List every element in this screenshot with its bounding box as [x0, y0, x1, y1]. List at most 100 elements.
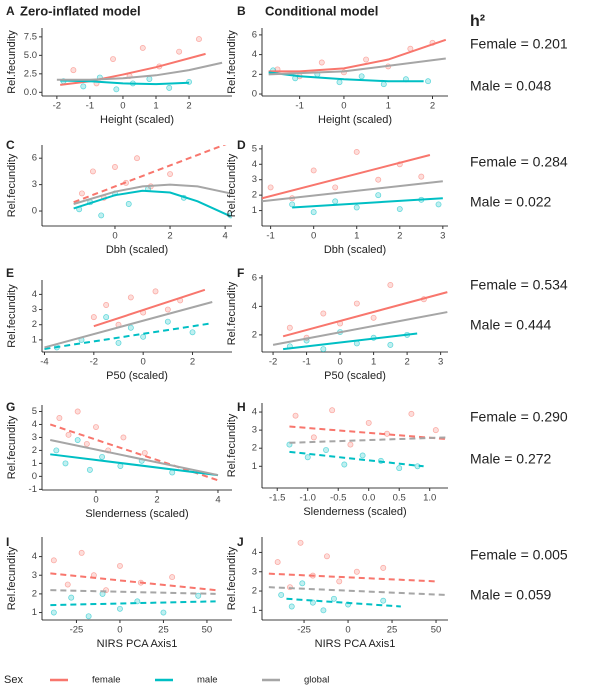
point — [196, 36, 202, 43]
panel-label: D — [237, 138, 246, 152]
y-axis-label: Rel.fecundity — [6, 415, 18, 479]
point — [53, 447, 60, 454]
plot-area — [73, 145, 232, 219]
point — [380, 597, 387, 604]
y-axis-label: Rel.fecundity — [6, 30, 18, 94]
x-tick-label: 2 — [167, 231, 172, 242]
x-tick-label: 3 — [440, 231, 445, 242]
legend-label: female — [92, 675, 121, 686]
fit-line — [292, 197, 443, 209]
x-tick-label: -25 — [297, 625, 311, 636]
panel-label: H — [237, 400, 246, 414]
y-tick-label: 2 — [32, 445, 37, 456]
panel-title: Zero-inflated model — [20, 3, 141, 18]
point — [310, 434, 317, 441]
y-tick-label: 0 — [32, 206, 37, 217]
x-tick-label: 50 — [202, 625, 213, 636]
point — [387, 282, 394, 288]
y-tick-label: -1 — [29, 484, 37, 495]
panel-label: J — [237, 535, 244, 549]
panel-label: F — [237, 266, 244, 280]
fit-line — [262, 154, 431, 200]
point — [115, 339, 122, 346]
point — [127, 324, 134, 331]
point — [50, 609, 57, 616]
point — [418, 173, 425, 180]
y-axis-label: Rel.fecundity — [6, 546, 18, 610]
fit-line — [60, 79, 190, 86]
point — [332, 198, 339, 205]
plot-area — [286, 407, 448, 472]
point — [365, 419, 372, 426]
y-tick-label: 4 — [252, 547, 257, 558]
x-tick-label: 3 — [438, 357, 443, 368]
point — [112, 164, 118, 170]
point — [166, 84, 173, 91]
point — [370, 314, 377, 321]
point — [113, 86, 120, 93]
point — [78, 190, 85, 197]
x-tick-label: -25 — [70, 625, 84, 636]
point — [89, 168, 96, 175]
heritability: Male = 0.022 — [470, 194, 552, 210]
fit-line — [93, 288, 206, 328]
x-tick-label: 0 — [117, 625, 122, 636]
x-axis-label: P50 (scaled) — [324, 370, 386, 382]
y-axis-label: Rel.fecundity — [6, 284, 18, 348]
fit-line — [50, 589, 216, 595]
legend-title: Sex — [4, 674, 23, 686]
legend-label: global — [304, 675, 329, 686]
y-tick-label: 2 — [252, 190, 257, 201]
point — [160, 609, 167, 616]
x-tick-label: -2 — [53, 101, 61, 112]
y-tick-label: 2 — [252, 586, 257, 597]
x-axis-label: Slenderness (scaled) — [85, 508, 188, 520]
y-tick-label: 1 — [32, 334, 37, 345]
x-axis-label: NIRS PCA Axis1 — [97, 638, 178, 650]
fit-line — [50, 439, 219, 477]
point — [267, 184, 274, 191]
point — [164, 318, 171, 325]
y-axis-label: Rel.fecundity — [6, 153, 18, 217]
point — [93, 424, 99, 431]
point — [353, 204, 360, 211]
point — [320, 310, 327, 317]
y-axis-label: Rel.fecundity — [226, 153, 238, 217]
plot-area — [44, 288, 213, 351]
point — [358, 73, 365, 80]
x-tick-label: -1 — [86, 101, 94, 112]
x-tick-label: -1.0 — [300, 493, 316, 504]
x-tick-label: 1 — [153, 101, 158, 112]
point — [169, 574, 176, 581]
x-axis-label: Slenderness (scaled) — [303, 506, 406, 518]
point — [83, 440, 90, 447]
x-tick-label: 0.0 — [362, 493, 375, 504]
point — [167, 171, 173, 178]
y-tick-label: 0 — [32, 471, 37, 482]
point — [146, 76, 153, 82]
x-tick-label: 50 — [431, 625, 442, 636]
y-tick-label: 1 — [252, 205, 257, 216]
y-tick-label: 3 — [32, 304, 37, 315]
point — [375, 192, 382, 199]
x-tick-label: 2 — [186, 101, 191, 112]
x-axis-label: Height (scaled) — [100, 114, 174, 126]
plot-area — [268, 539, 445, 614]
panel-label: C — [6, 138, 15, 152]
point — [86, 466, 93, 473]
x-tick-label: 2 — [154, 495, 159, 506]
point — [286, 324, 293, 331]
y-tick-label: 7.5 — [24, 31, 37, 42]
panel-label: I — [6, 535, 9, 549]
y-tick-label: 6 — [252, 272, 257, 283]
point — [125, 201, 132, 207]
y-tick-label: 2 — [32, 588, 37, 599]
x-tick-label: -0.5 — [330, 493, 346, 504]
heritability: Male = 0.444 — [470, 317, 552, 333]
plot-area — [262, 148, 443, 216]
x-tick-label: 0.5 — [393, 493, 406, 504]
x-tick-label: 2 — [190, 357, 195, 368]
point — [50, 557, 57, 564]
point — [90, 314, 97, 321]
point — [103, 314, 110, 321]
